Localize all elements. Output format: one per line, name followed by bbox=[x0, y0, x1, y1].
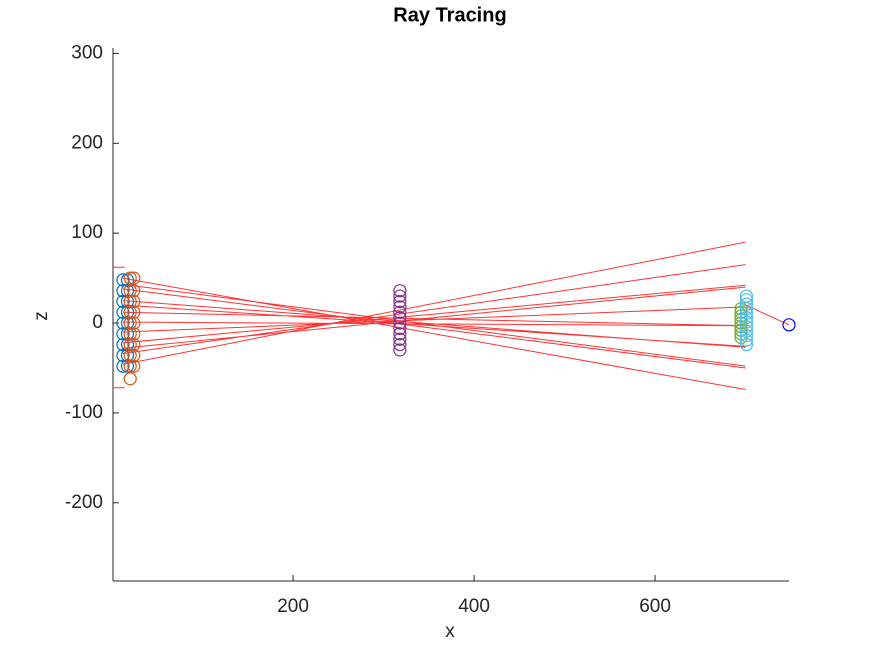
point-marker bbox=[127, 271, 141, 285]
chart-title: Ray Tracing bbox=[393, 4, 506, 26]
y-tick-label: 0 bbox=[92, 312, 103, 333]
point-marker bbox=[739, 297, 754, 311]
point-marker bbox=[739, 306, 754, 320]
x-tick-label: 200 bbox=[277, 596, 309, 617]
point-marker bbox=[393, 316, 407, 330]
y-tick-label: -200 bbox=[65, 492, 103, 513]
point-marker bbox=[739, 289, 754, 303]
point-marker bbox=[127, 338, 141, 352]
point-marker bbox=[127, 359, 141, 373]
point-marker bbox=[739, 320, 754, 334]
x-axis-label: x bbox=[445, 621, 455, 642]
y-tick-label: 200 bbox=[71, 132, 103, 153]
point-marker bbox=[123, 271, 137, 285]
point-marker bbox=[739, 324, 754, 338]
ray-line bbox=[113, 241, 746, 391]
point-marker bbox=[127, 327, 141, 341]
point-marker bbox=[393, 284, 407, 298]
point-marker bbox=[739, 333, 754, 347]
point-marker bbox=[393, 300, 407, 314]
point-marker bbox=[127, 348, 141, 362]
point-marker bbox=[393, 289, 407, 303]
point-marker bbox=[739, 315, 754, 329]
point-marker bbox=[127, 294, 141, 309]
point-marker bbox=[393, 332, 407, 346]
x-tick-label: 600 bbox=[639, 596, 671, 617]
point-marker bbox=[393, 338, 407, 352]
x-tick-label: 400 bbox=[458, 596, 490, 617]
point-marker bbox=[739, 293, 754, 307]
point-marker bbox=[739, 311, 754, 325]
y-tick-label: -100 bbox=[65, 402, 103, 423]
point-marker bbox=[739, 338, 754, 352]
point-marker bbox=[782, 318, 796, 332]
point-marker bbox=[393, 294, 407, 309]
point-marker bbox=[739, 329, 754, 343]
y-tick-label: 100 bbox=[71, 222, 103, 243]
y-tick-label: 300 bbox=[71, 42, 103, 63]
point-marker bbox=[127, 316, 141, 330]
point-marker bbox=[393, 311, 407, 325]
point-marker bbox=[127, 305, 141, 319]
point-marker bbox=[393, 321, 407, 336]
y-axis-label: z bbox=[31, 311, 52, 321]
point-marker bbox=[123, 372, 137, 386]
point-marker bbox=[393, 327, 407, 341]
point-marker bbox=[393, 305, 407, 319]
point-marker bbox=[393, 343, 407, 357]
